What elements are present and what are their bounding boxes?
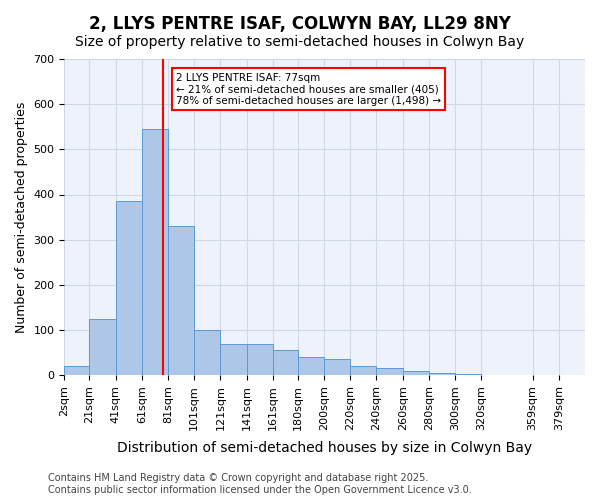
Bar xyxy=(220,344,247,375)
Text: Size of property relative to semi-detached houses in Colwyn Bay: Size of property relative to semi-detach… xyxy=(76,35,524,49)
Bar xyxy=(168,226,194,375)
Bar xyxy=(64,366,89,375)
Bar xyxy=(142,129,168,375)
Text: 2, LLYS PENTRE ISAF, COLWYN BAY, LL29 8NY: 2, LLYS PENTRE ISAF, COLWYN BAY, LL29 8N… xyxy=(89,15,511,33)
Bar xyxy=(429,373,455,375)
Bar xyxy=(403,370,429,375)
Text: Contains HM Land Registry data © Crown copyright and database right 2025.
Contai: Contains HM Land Registry data © Crown c… xyxy=(48,474,472,495)
Bar xyxy=(455,374,481,375)
Text: 2 LLYS PENTRE ISAF: 77sqm
← 21% of semi-detached houses are smaller (405)
78% of: 2 LLYS PENTRE ISAF: 77sqm ← 21% of semi-… xyxy=(176,72,441,106)
Bar xyxy=(324,360,350,375)
Bar xyxy=(116,202,142,375)
X-axis label: Distribution of semi-detached houses by size in Colwyn Bay: Distribution of semi-detached houses by … xyxy=(117,441,532,455)
Bar xyxy=(273,350,298,375)
Bar xyxy=(376,368,403,375)
Bar xyxy=(194,330,220,375)
Bar xyxy=(89,318,116,375)
Bar xyxy=(298,357,324,375)
Bar xyxy=(350,366,376,375)
Y-axis label: Number of semi-detached properties: Number of semi-detached properties xyxy=(15,102,28,333)
Bar xyxy=(247,344,273,375)
